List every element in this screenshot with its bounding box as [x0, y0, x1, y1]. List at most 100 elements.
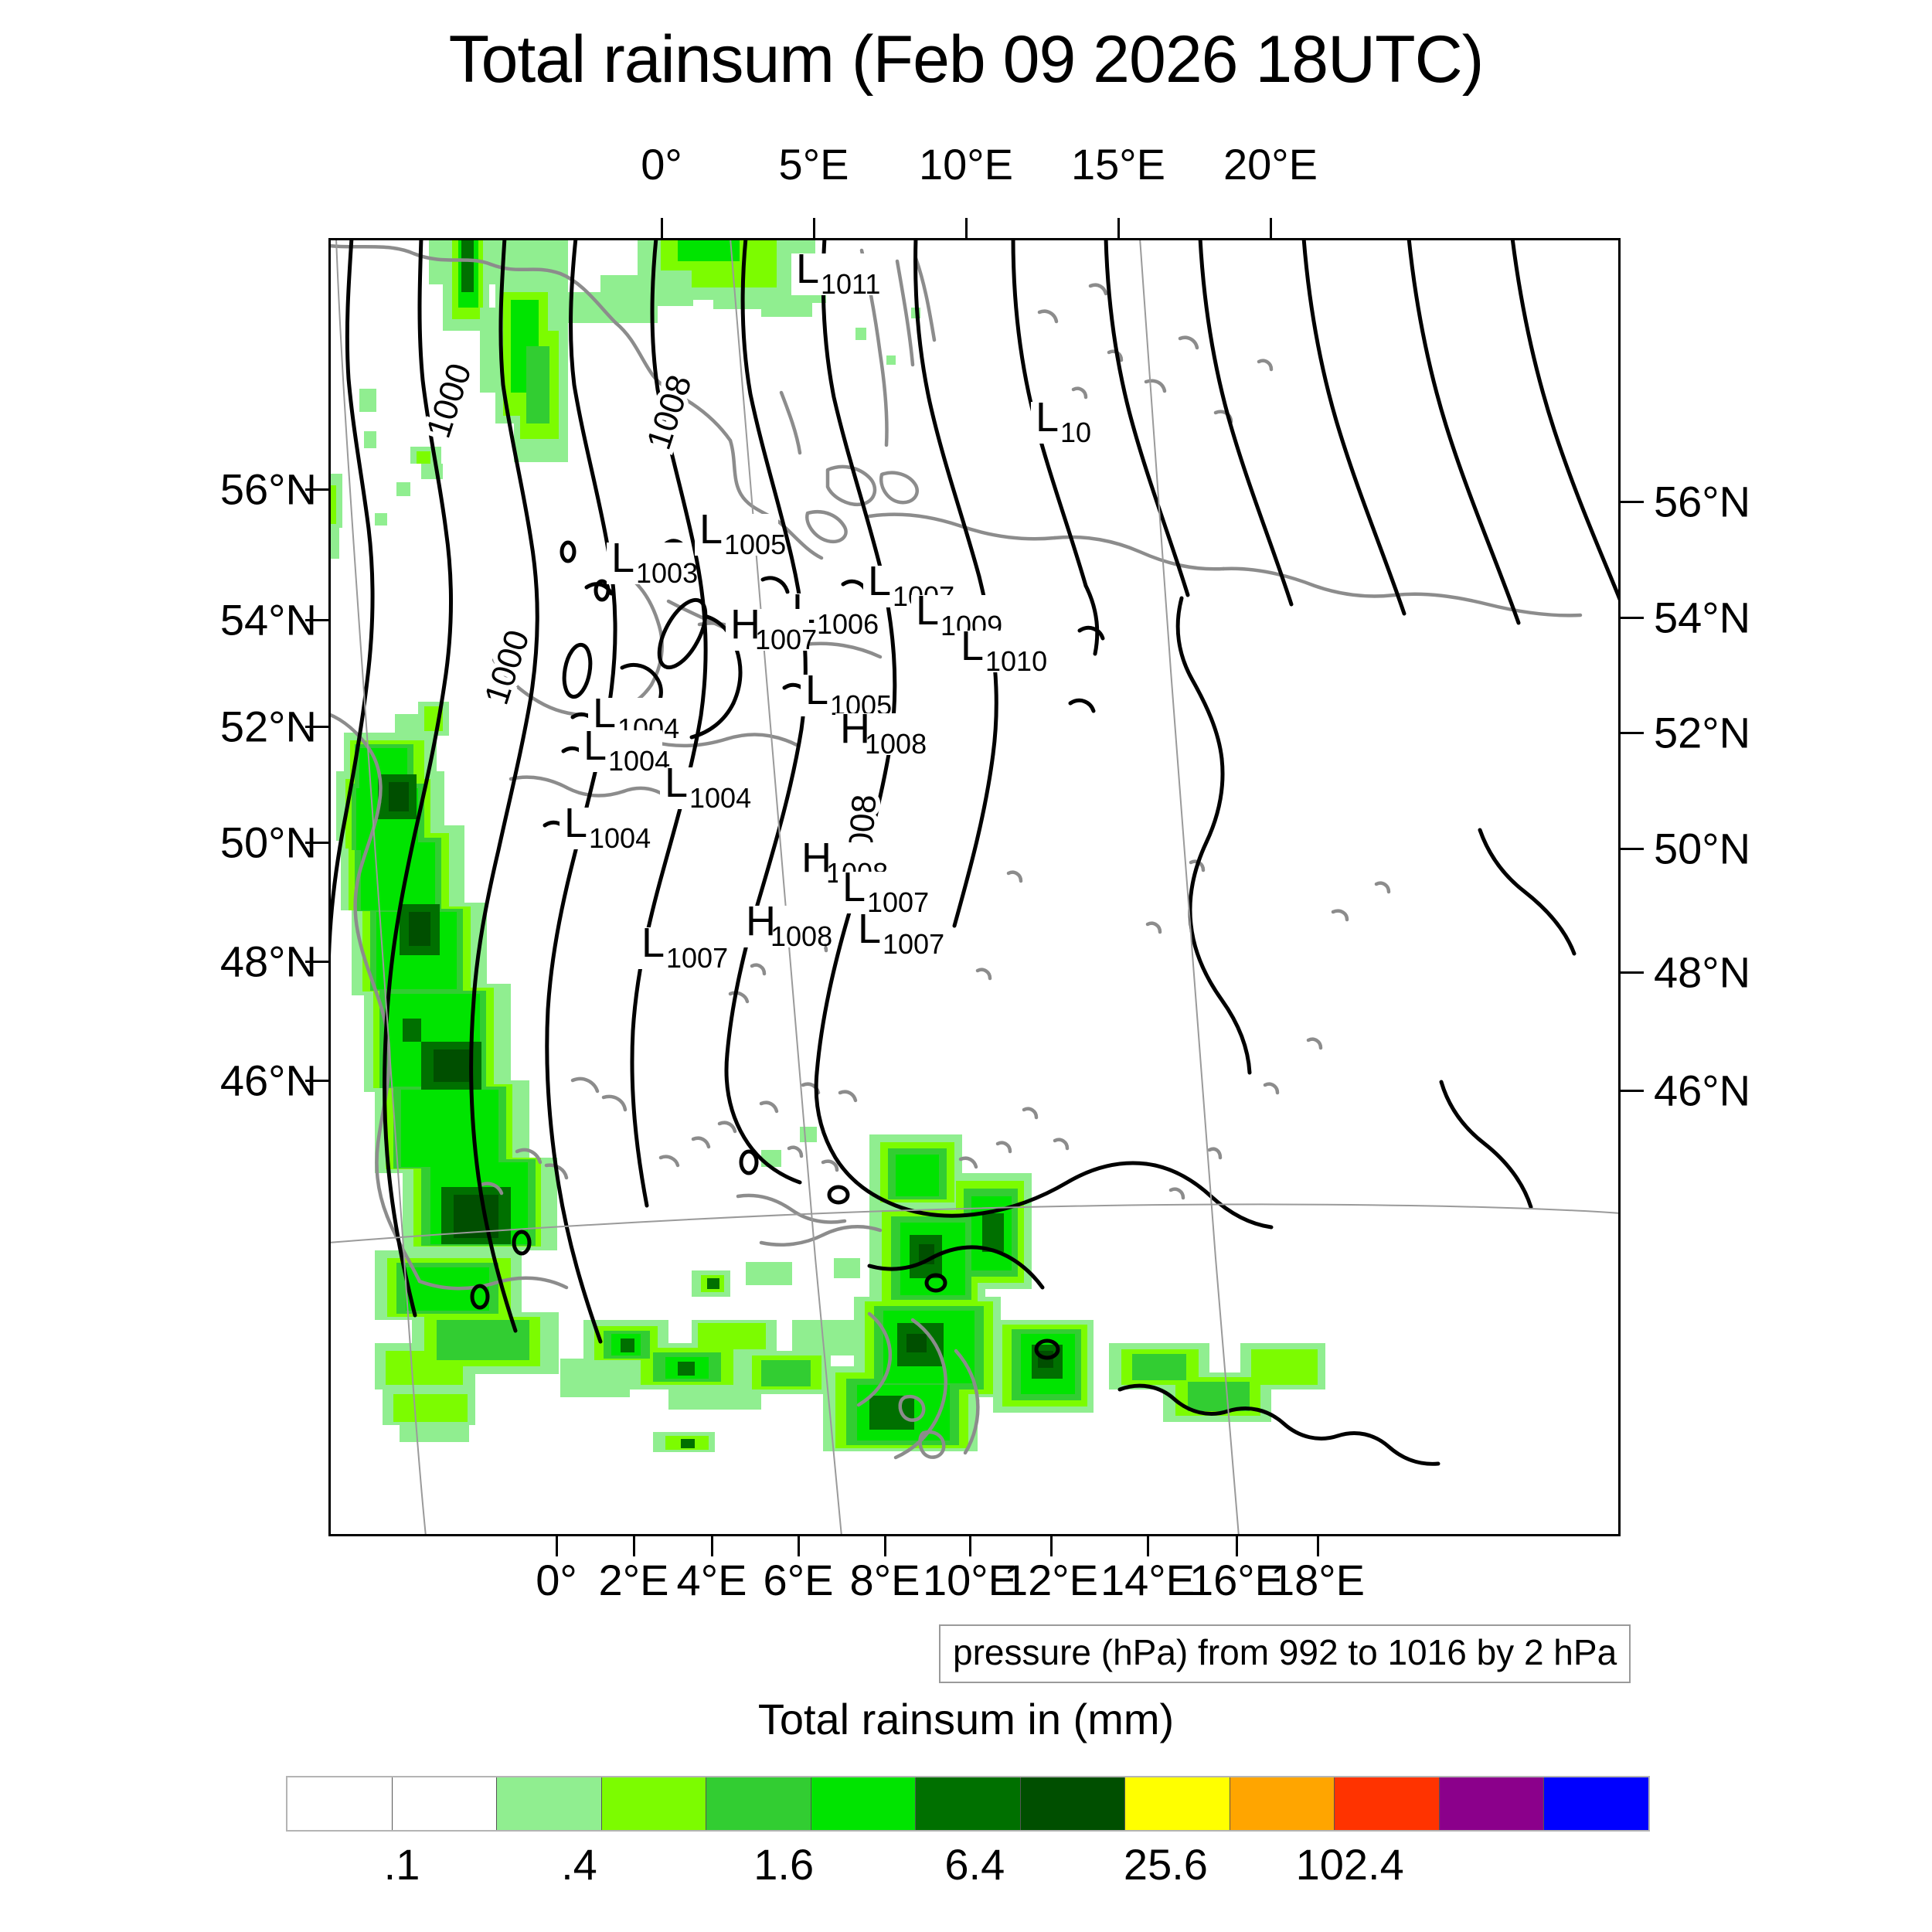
- svg-text:L: L: [641, 920, 665, 966]
- tick-left: [305, 842, 328, 844]
- lon-label-bottom: 0°: [536, 1556, 577, 1604]
- svg-text:L: L: [796, 246, 819, 292]
- svg-text:L: L: [842, 864, 866, 910]
- tick-left: [305, 1080, 328, 1082]
- lat-label-left: 56°N: [219, 464, 317, 514]
- svg-text:1007: 1007: [666, 942, 728, 974]
- tick-left: [305, 961, 328, 963]
- lon-label-bottom: 14°E: [1100, 1556, 1196, 1604]
- svg-text:L: L: [699, 506, 723, 553]
- svg-text:1007: 1007: [883, 928, 944, 960]
- lat-label-left: 52°N: [219, 702, 317, 751]
- tick-right: [1621, 848, 1644, 850]
- tick-top: [1270, 218, 1272, 238]
- tick-bottom: [1236, 1536, 1238, 1556]
- pressure-center-l: L 1004: [660, 760, 751, 814]
- lon-label-top: 0°: [641, 140, 682, 189]
- colorbar-segment[interactable]: [1335, 1777, 1440, 1830]
- colorbar-segment[interactable]: [1544, 1777, 1648, 1830]
- pressure-legend-note: pressure (hPa) from 992 to 1016 by 2 hPa: [939, 1624, 1631, 1683]
- tick-left: [305, 488, 328, 491]
- colorbar-segment[interactable]: [1125, 1777, 1230, 1830]
- svg-text:1011: 1011: [821, 268, 880, 300]
- colorbar-tick: .4: [561, 1840, 597, 1889]
- colorbar-segment[interactable]: [392, 1777, 498, 1830]
- lon-label-top: 15°E: [1070, 140, 1166, 189]
- svg-text:H: H: [840, 706, 870, 752]
- tick-right: [1621, 732, 1644, 734]
- tick-bottom: [1050, 1536, 1053, 1556]
- map-panel[interactable]: 1000 1000 1008 1008 1000 1000 1008 1008 L 1011 L 1…: [328, 238, 1621, 1536]
- colorbar[interactable]: [286, 1776, 1650, 1832]
- pressure-center-l: L 1004: [588, 690, 679, 744]
- pressure-center-l: L 1010: [956, 623, 1047, 677]
- pressure-center-l: L 1004: [560, 800, 651, 854]
- svg-text:L: L: [805, 667, 828, 713]
- svg-text:1008: 1008: [865, 728, 927, 760]
- svg-text:1007: 1007: [755, 624, 817, 655]
- lat-label-right: 56°N: [1654, 477, 1751, 526]
- colorbar-segment[interactable]: [287, 1777, 393, 1830]
- tick-bottom: [969, 1536, 971, 1556]
- lat-label-left: 50°N: [219, 818, 317, 867]
- colorbar-segment[interactable]: [1020, 1777, 1126, 1830]
- colorbar-tick: 6.4: [944, 1840, 1005, 1889]
- tick-top: [965, 218, 968, 238]
- tick-left: [305, 619, 328, 621]
- colorbar-segment[interactable]: [1439, 1777, 1545, 1830]
- colorbar-title: Total rainsum in (mm): [757, 1695, 1175, 1743]
- tick-top: [661, 218, 663, 238]
- svg-text:1004: 1004: [608, 745, 670, 777]
- tick-bottom: [633, 1536, 635, 1556]
- lon-label-bottom: 6°E: [763, 1556, 834, 1604]
- lat-label-left: 48°N: [219, 937, 317, 986]
- lat-label-right: 46°N: [1654, 1066, 1751, 1115]
- svg-text:10: 10: [1060, 417, 1091, 448]
- lon-label-bottom: 2°E: [598, 1556, 669, 1604]
- colorbar-tick-labels: .1 .4 1.6 6.4 25.6 102.4: [286, 1839, 1650, 1901]
- svg-text:L: L: [665, 760, 688, 806]
- lat-label-right: 50°N: [1654, 824, 1751, 873]
- colorbar-segment[interactable]: [601, 1777, 707, 1830]
- svg-text:H: H: [746, 898, 776, 944]
- lon-label-bottom: 8°E: [849, 1556, 920, 1604]
- tick-bottom: [711, 1536, 713, 1556]
- pressure-center-labels: L1011L10L1005L1003L1007L1006H1007L1009L1…: [560, 246, 1114, 974]
- svg-text:L: L: [916, 587, 939, 634]
- lon-label-bottom: 10°E: [922, 1556, 1018, 1604]
- lon-label-top: 5°E: [778, 140, 849, 189]
- pressure-center-l: L 1009: [911, 587, 1002, 641]
- tick-bottom: [884, 1536, 886, 1556]
- tick-top: [1117, 218, 1120, 238]
- colorbar-tick: 1.6: [753, 1840, 815, 1889]
- colorbar-segment[interactable]: [811, 1777, 917, 1830]
- svg-text:L: L: [858, 906, 881, 952]
- lon-label-bottom: 4°E: [676, 1556, 747, 1604]
- lon-label-bottom: 12°E: [1003, 1556, 1099, 1604]
- lon-label-bottom: 16°E: [1189, 1556, 1284, 1604]
- precipitation-shading: [328, 238, 1325, 1452]
- tick-right: [1621, 1090, 1644, 1092]
- colorbar-segment[interactable]: [916, 1777, 1021, 1830]
- colorbar-tick: 25.6: [1123, 1840, 1208, 1889]
- lat-label-right: 48°N: [1654, 947, 1751, 997]
- colorbar-segment[interactable]: [706, 1777, 811, 1830]
- tick-bottom: [556, 1536, 558, 1556]
- tick-bottom: [1317, 1536, 1319, 1556]
- colorbar-segment[interactable]: [497, 1777, 602, 1830]
- lon-label-bottom: 18°E: [1270, 1556, 1366, 1604]
- tick-right: [1621, 971, 1644, 974]
- svg-text:L: L: [593, 690, 616, 736]
- svg-text:L: L: [961, 623, 984, 669]
- svg-text:1004: 1004: [589, 822, 651, 854]
- map-border: [328, 238, 1621, 1536]
- colorbar-tick: .1: [383, 1840, 420, 1889]
- svg-text:1003: 1003: [636, 557, 698, 589]
- pressure-center-l: L 10: [1031, 394, 1114, 448]
- colorbar-segment[interactable]: [1230, 1777, 1335, 1830]
